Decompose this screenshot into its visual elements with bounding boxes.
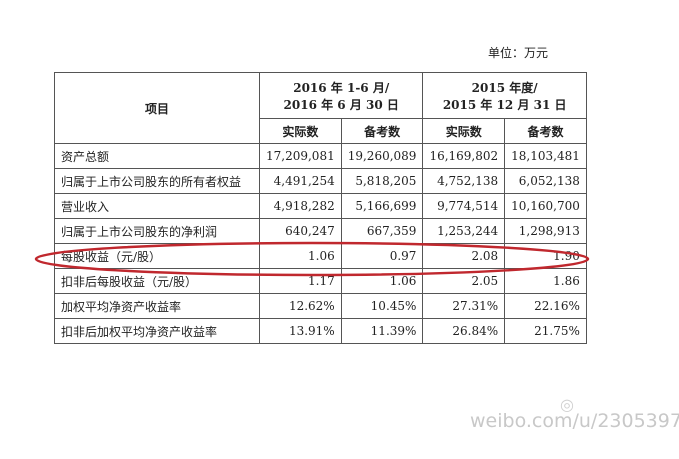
table-row: 资产总额 17,209,081 19,260,089 16,169,802 18,103… [54,143,587,169]
cell-value: 1.86 [504,268,587,294]
row-label: 扣非后每股收益（元/股） [54,268,260,294]
table-row: 营业收入 4,918,282 5,166,699 9,774,514 10,160,70… [54,193,587,219]
cell-value: 9,774,514 [422,193,506,219]
row-label: 营业收入 [54,193,260,219]
row-label: 每股收益（元/股） [54,243,260,269]
cell-value: 21.75% [504,318,587,344]
cell-value: 26.84% [422,318,506,344]
watermark-url: weibo.com/u/2305397872 [470,410,679,432]
row-label: 扣非后加权平均净资产收益率 [54,318,260,344]
row-label: 加权平均净资产收益率 [54,293,260,319]
table-row: 加权平均净资产收益率 12.62% 10.45% 27.31% 22.16% [54,293,587,319]
cell-value: 1.06 [340,268,424,294]
cell-value: 1,253,244 [422,218,506,244]
cell-value: 0.97 [340,243,424,269]
row-label: 资产总额 [54,143,260,169]
cell-value: 4,491,254 [259,168,342,194]
cell-value: 1.17 [259,268,342,294]
cell-value: 27.31% [422,293,506,319]
weibo-logo-watermark: ◎ [560,395,574,414]
cell-value: 11.39% [340,318,424,344]
cell-value: 6,052,138 [504,168,587,194]
subheader-0: 实际数 [259,118,342,144]
table-row: 扣非后加权平均净资产收益率 13.91% 11.39% 26.84% 21.75% [54,318,587,344]
cell-value: 2.08 [422,243,506,269]
cell-value: 10.45% [340,293,424,319]
unit-label: 单位：万元 [488,46,549,60]
cell-value: 22.16% [504,293,587,319]
cell-value: 1.90 [504,243,587,269]
cell-value: 5,166,699 [340,193,424,219]
cell-value: 16,169,802 [422,143,506,169]
header-period-2015: 2015 年度/ 2015 年 12 月 31 日 [422,72,587,119]
row-label: 归属于上市公司股东的所有者权益 [54,168,260,194]
cell-value: 12.62% [259,293,342,319]
header-period-2016: 2016 年 1-6 月/ 2016 年 6 月 30 日 [258,72,424,119]
subheader-3: 备考数 [504,118,587,144]
cell-value: 17,209,081 [259,143,342,169]
cell-value: 1,298,913 [504,218,587,244]
cell-value: 10,160,700 [504,193,587,219]
cell-value: 2.05 [422,268,506,294]
table-row: 每股收益（元/股） 1.06 0.97 2.08 1.90 [54,243,587,269]
row-label: 归属于上市公司股东的净利润 [54,218,260,244]
financial-table: 项目 2016 年 1-6 月/ 2016 年 6 月 30 日 2015 年度… [54,72,587,344]
table-row: 扣非后每股收益（元/股） 1.17 1.06 2.05 1.86 [54,268,587,294]
cell-value: 19,260,089 [340,143,424,169]
cell-value: 1.06 [259,243,342,269]
header-item: 项目 [54,72,260,144]
subheader-1: 备考数 [340,118,424,144]
cell-value: 5,818,205 [340,168,424,194]
table-row: 归属于上市公司股东的净利润 640,247 667,359 1,253,244 1,29… [54,218,587,244]
cell-value: 13.91% [259,318,342,344]
table-row: 归属于上市公司股东的所有者权益 4,491,254 5,818,205 4,752,1… [54,168,587,194]
cell-value: 4,752,138 [422,168,506,194]
cell-value: 18,103,481 [504,143,587,169]
cell-value: 640,247 [259,218,342,244]
subheader-2: 实际数 [422,118,506,144]
cell-value: 4,918,282 [259,193,342,219]
cell-value: 667,359 [340,218,424,244]
